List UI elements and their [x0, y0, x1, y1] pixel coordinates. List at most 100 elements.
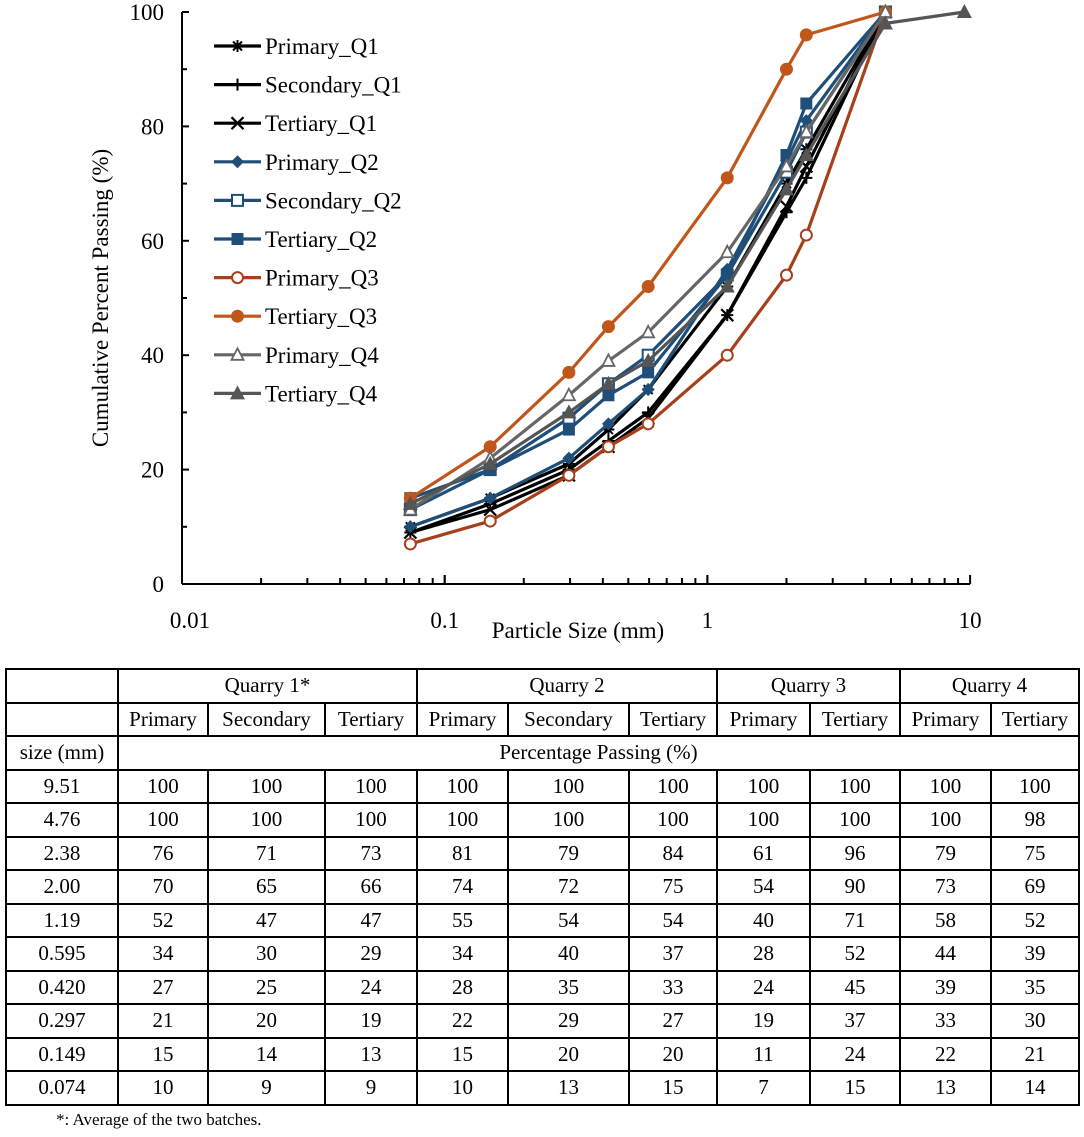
data-point	[600, 352, 616, 367]
value-cell: 100	[507, 768, 630, 804]
legend-label: Tertiary_Q4	[265, 381, 378, 406]
value-cell: 65	[207, 869, 326, 905]
data-point	[562, 451, 576, 465]
value-cell: 54	[507, 902, 630, 938]
legend-marker	[231, 233, 244, 245]
series-secondary-q2	[403, 5, 892, 517]
legend-marker	[230, 385, 245, 400]
legend-item: Tertiary_Q3	[214, 304, 377, 329]
value-cell: 22	[899, 1036, 992, 1072]
data-point	[483, 502, 497, 517]
y-axis-label: Cumulative Percent Passing (%)	[88, 149, 113, 447]
value-cell: 37	[628, 936, 718, 972]
stage-header: Primary	[416, 701, 509, 737]
data-point	[720, 171, 734, 185]
value-cell: 55	[416, 902, 509, 938]
value-cell: 24	[716, 969, 811, 1005]
legend-label: Secondary_Q2	[265, 188, 402, 213]
legend-item: Tertiary_Q2	[214, 227, 377, 252]
size-cell: 2.38	[5, 835, 119, 871]
value-cell: 61	[716, 835, 811, 871]
value-cell: 29	[507, 1003, 630, 1039]
data-point	[720, 308, 735, 322]
value-cell: 40	[507, 936, 630, 972]
series-line	[409, 11, 887, 512]
header-row-stage: Primary Secondary Tertiary Primary Secondary…	[5, 701, 1080, 737]
value-cell: 20	[628, 1036, 718, 1072]
value-cell: 14	[207, 1036, 326, 1072]
size-cell: 2.00	[5, 869, 119, 905]
y-tick-label: 60	[141, 229, 164, 254]
series-line	[409, 11, 887, 529]
value-cell: 27	[628, 1003, 718, 1039]
value-cell: 44	[899, 936, 992, 972]
y-tick-label: 0	[153, 572, 165, 597]
y-tick-label: 40	[141, 343, 164, 368]
value-cell: 33	[899, 1003, 992, 1039]
value-cell: 71	[809, 902, 901, 938]
series-tertiary-q1	[403, 5, 893, 540]
x-axis-label: Particle Size (mm)	[492, 618, 664, 643]
value-cell: 52	[990, 902, 1080, 938]
y-tick-label: 80	[141, 114, 164, 139]
data-point	[877, 15, 893, 30]
legend-marker	[231, 271, 244, 285]
value-cell: 54	[628, 902, 718, 938]
size-cell: 0.420	[5, 969, 119, 1005]
data-point	[799, 114, 813, 128]
value-cell: 13	[324, 1036, 418, 1072]
value-cell: 52	[809, 936, 901, 972]
y-tick-label: 100	[130, 0, 165, 25]
value-cell: 100	[716, 802, 811, 838]
value-cell: 100	[324, 802, 418, 838]
series-line	[409, 11, 887, 529]
value-cell: 70	[117, 869, 209, 905]
value-cell: 21	[117, 1003, 209, 1039]
value-cell: 9	[207, 1070, 326, 1106]
legend-marker	[231, 309, 244, 323]
value-cell: 39	[899, 969, 992, 1005]
data-point	[798, 147, 814, 161]
size-cell: 9.51	[5, 768, 119, 804]
value-cell: 30	[990, 1003, 1080, 1039]
size-cell: 0.074	[5, 1070, 119, 1106]
stage-header: Primary	[899, 701, 992, 737]
data-point	[641, 383, 655, 397]
data-point	[640, 352, 656, 367]
value-cell: 100	[809, 802, 901, 838]
data-point	[402, 495, 418, 510]
value-cell: 13	[899, 1070, 992, 1106]
stage-header: Secondary	[507, 701, 630, 737]
value-cell: 10	[117, 1070, 209, 1106]
legend-item: Tertiary_Q4	[214, 381, 378, 406]
value-cell: 19	[324, 1003, 418, 1039]
value-cell: 75	[628, 869, 718, 905]
data-point	[601, 320, 615, 334]
size-cell: 1.19	[5, 902, 119, 938]
empty-cell	[5, 701, 119, 737]
series-line	[409, 10, 965, 506]
data-point	[799, 28, 813, 42]
size-header: size (mm)	[5, 735, 119, 771]
legend-label: Tertiary_Q1	[265, 111, 377, 136]
table-row: 0.297 21 20 19 22 29 27 19 37 33 30	[5, 1003, 1080, 1039]
table-row: 0.595 34 30 29 34 40 37 28 52 44 39	[5, 936, 1080, 972]
data-point	[602, 389, 615, 402]
data-point	[562, 365, 576, 379]
table-row: 4.76 100 100 100 100 100 100 100 100 100 98	[5, 802, 1080, 838]
data-point	[719, 243, 735, 259]
value-cell: 35	[507, 969, 630, 1005]
data-point	[779, 268, 793, 282]
data-point	[483, 491, 497, 505]
value-cell: 27	[117, 969, 209, 1005]
data-point	[403, 537, 417, 551]
value-cell: 71	[207, 835, 326, 871]
data-point	[721, 269, 734, 282]
data-point	[642, 366, 655, 379]
legend-marker	[231, 40, 244, 52]
series-tertiary-q4	[402, 4, 972, 510]
gradation-table: Quarry 1* Quarry 2 Quarry 3 Quarry 4 Primary…	[5, 668, 1080, 1106]
value-cell: 7	[716, 1070, 811, 1106]
value-cell: 100	[207, 768, 326, 804]
value-cell: 39	[990, 936, 1080, 972]
